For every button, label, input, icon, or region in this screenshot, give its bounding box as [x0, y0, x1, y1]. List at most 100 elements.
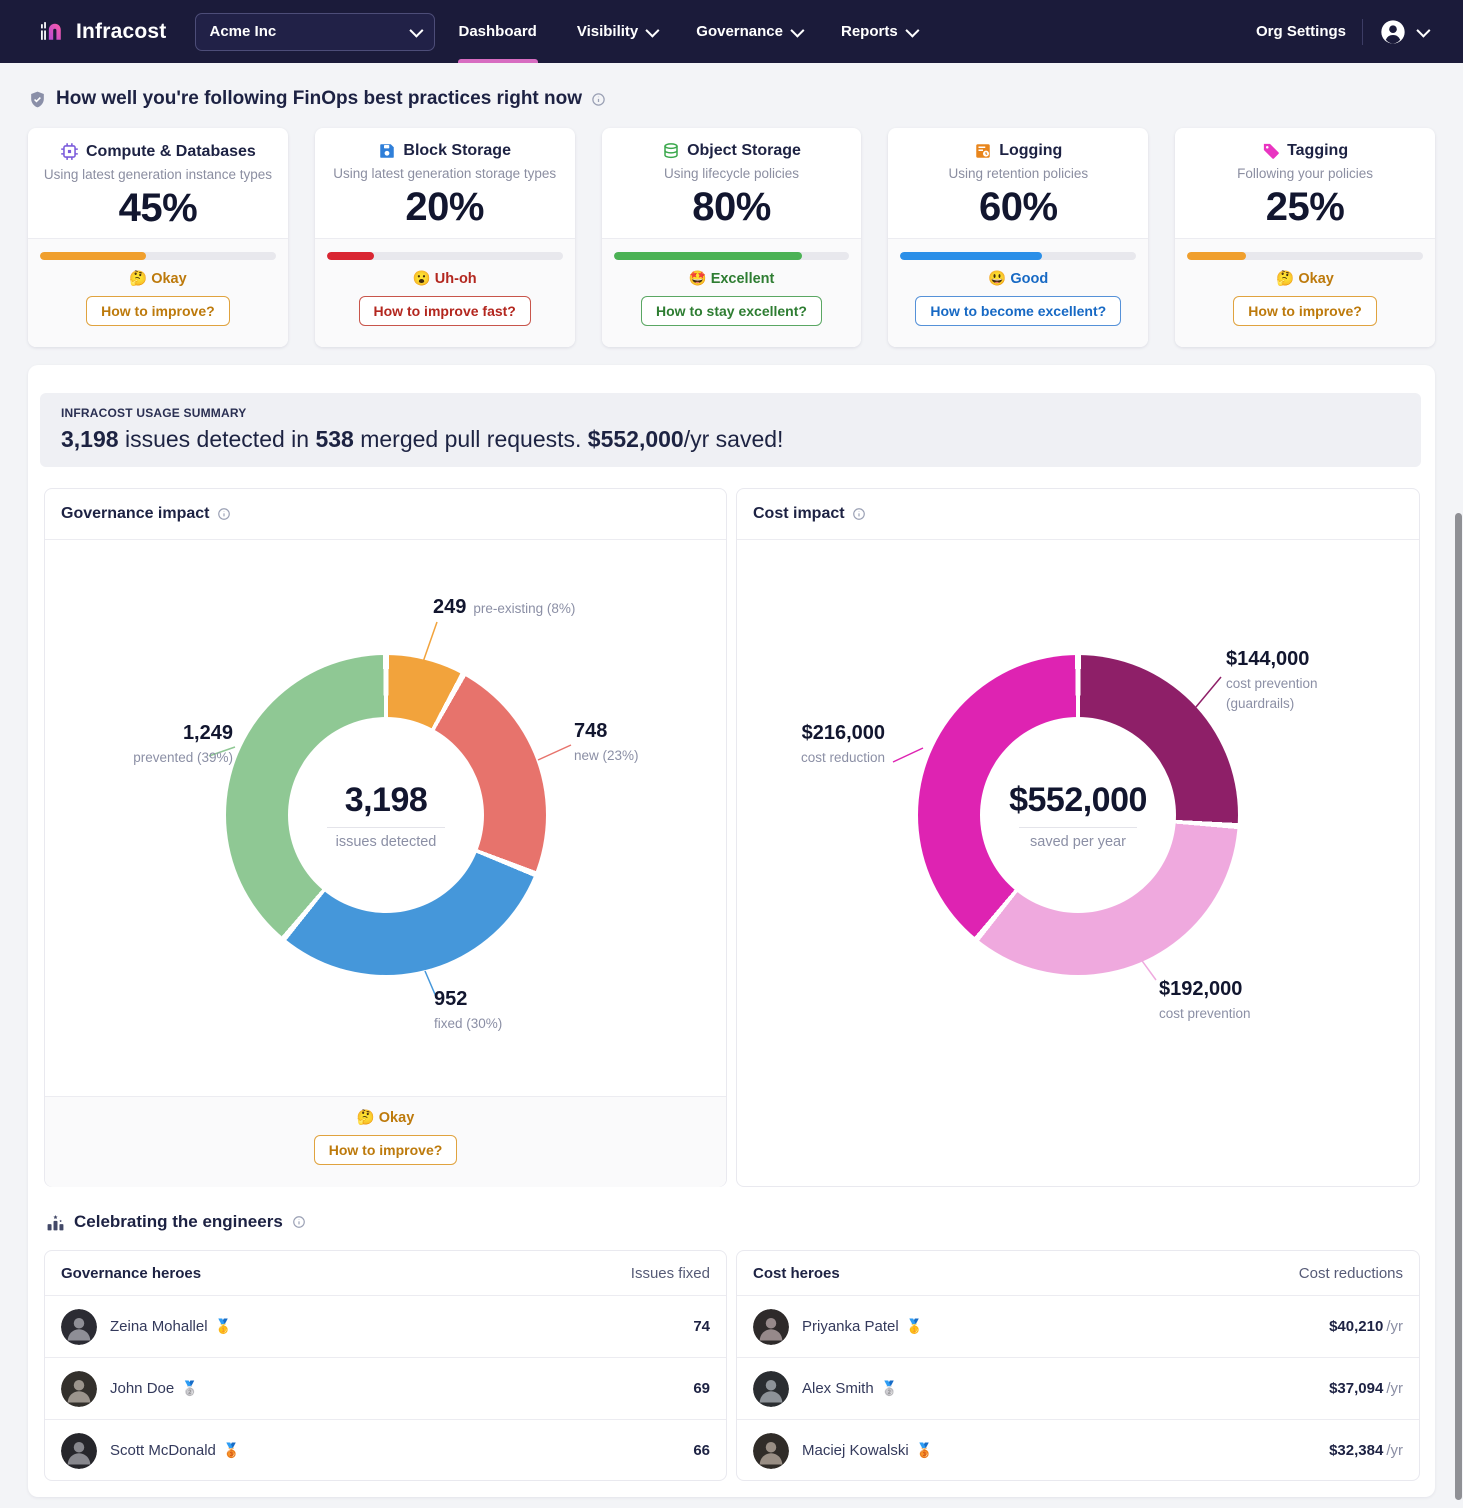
governance-status-footer: 🤔 Okay How to improve? [45, 1096, 726, 1187]
segment-value: 952 [434, 988, 468, 1010]
tab-reports-label: Reports [841, 23, 898, 40]
issues-fixed-value: 66 [693, 1442, 710, 1459]
status-label: Excellent [710, 271, 775, 287]
segment-desc: new (23%) [574, 748, 639, 763]
how-to-improve-button[interactable]: How to improve? [313, 1135, 458, 1165]
status-badge: 🤔 Okay [1187, 270, 1423, 287]
org-settings-link[interactable]: Org Settings [1255, 23, 1346, 40]
panel-title: Governance impact [61, 505, 210, 522]
infracost-logo[interactable]: Infracost [40, 18, 167, 45]
segment-desc: prevented (39%) [133, 750, 233, 765]
card-subtitle: Using latest generation storage types [333, 166, 557, 181]
status-badge: 😃 Good [900, 270, 1136, 287]
leaderboard-value-header: Cost reductions [1298, 1264, 1403, 1282]
leaderboard-row: Alex Smith 🥈 $37,094/yr [737, 1357, 1419, 1419]
label-new: 748 new (23%) [574, 720, 639, 763]
donut-ring[interactable] [918, 655, 1238, 975]
per-year-suffix: /yr [1386, 1442, 1403, 1459]
progress-bar [1187, 252, 1423, 260]
avatar [61, 1432, 97, 1469]
status-label: Okay [378, 1110, 415, 1126]
silver-medal-icon: 🥈 [181, 1380, 199, 1396]
tab-governance[interactable]: Governance [696, 0, 805, 63]
tab-governance-label: Governance [696, 23, 783, 40]
how-to-improve-button[interactable]: How to improve? [86, 296, 230, 326]
silver-medal-icon: 🥈 [880, 1380, 899, 1396]
card-subtitle: Following your policies [1237, 166, 1373, 181]
progress-fill [326, 252, 374, 260]
per-year-suffix: /yr [1386, 1380, 1403, 1397]
segment-value: 1,249 [182, 722, 233, 744]
governance-impact-panel: Governance impact 3,198 issues detected [44, 488, 727, 1187]
heroes-section-header: Celebrating the engineers [46, 1212, 306, 1232]
donut-hole [980, 717, 1176, 913]
how-to-improve-fast-button[interactable]: How to improve fast? [358, 296, 531, 326]
panel-title: Cost impact [753, 505, 845, 522]
engineer-name: Priyanka Patel [802, 1318, 899, 1335]
tag-icon [1262, 142, 1280, 160]
summary-text: merged pull requests. [353, 426, 588, 452]
progress-bar [326, 252, 563, 260]
engineer-name: Zeina Mohallel [110, 1318, 208, 1335]
label-cost-prevention: $192,000 cost prevention [1159, 978, 1251, 1021]
card-logging: Logging Using retention policies 60% 😃 Go… [888, 128, 1149, 347]
nav-right: Org Settings [1255, 18, 1431, 46]
donut-hole [288, 717, 484, 913]
leaderboard-value-header: Issues fixed [630, 1264, 710, 1282]
become-excellent-button[interactable]: How to become excellent? [915, 296, 1122, 326]
card-tagging: Tagging Following your policies 25% 🤔 Oka… [1175, 128, 1435, 347]
leaderboard-title: Governance heroes [61, 1264, 202, 1282]
cost-donut-chart: $552,000 saved per year $144,000 cost pr… [737, 540, 1419, 1187]
card-percent: 45% [118, 186, 198, 230]
center-label: issues detected [335, 833, 437, 850]
status-label: Uh-oh [434, 271, 477, 287]
card-block-storage: Block Storage Using latest generation st… [314, 128, 575, 347]
scrollbar[interactable] [1455, 513, 1462, 1500]
tab-dashboard[interactable]: Dashboard [457, 0, 538, 63]
avatar [61, 1308, 97, 1345]
cost-reduction-value: $40,210/yr [1329, 1318, 1403, 1335]
active-tab-indicator [457, 59, 538, 63]
segment-desc: cost prevention [1159, 1006, 1251, 1021]
label-pre-existing: 249 pre-existing (8%) [433, 596, 575, 619]
leaderboard-row: John Doe 🥈 69 [45, 1357, 726, 1419]
status-badge: 🤔 Okay [45, 1109, 726, 1126]
info-icon[interactable] [292, 1215, 306, 1229]
how-to-improve-button[interactable]: How to improve? [1233, 296, 1377, 326]
status-label: Okay [151, 271, 187, 287]
chevron-down-icon [905, 23, 920, 38]
chevron-down-icon [645, 23, 660, 38]
card-title: Compute & Databases [85, 142, 256, 160]
card-percent: 20% [405, 185, 484, 229]
tab-visibility-label: Visibility [576, 23, 639, 40]
gold-medal-icon: 🥇 [905, 1318, 924, 1334]
info-icon[interactable] [591, 92, 606, 107]
cost-impact-panel: Cost impact $552,000 saved per year [736, 488, 1420, 1187]
page-title: How well you're following FinOps best pr… [56, 88, 583, 109]
cpu-icon [60, 142, 79, 161]
segment-value: $144,000 [1226, 648, 1310, 670]
info-icon[interactable] [217, 507, 231, 521]
avatar [753, 1308, 789, 1345]
tab-reports[interactable]: Reports [841, 0, 920, 63]
issues-count: 3,198 [61, 426, 119, 452]
stay-excellent-button[interactable]: How to stay excellent? [641, 296, 822, 326]
bronze-medal-icon: 🥉 [915, 1442, 934, 1458]
chevron-down-icon [1416, 23, 1431, 38]
info-icon[interactable] [852, 507, 866, 521]
card-percent: 25% [1265, 185, 1345, 229]
center-divider [327, 826, 445, 828]
tab-visibility[interactable]: Visibility [576, 0, 660, 63]
status-emoji: 🤩 [688, 271, 707, 287]
gold-medal-icon: 🥇 [214, 1318, 232, 1334]
user-menu[interactable] [1379, 18, 1431, 46]
issues-fixed-value: 69 [693, 1380, 710, 1397]
user-avatar-icon [1379, 18, 1407, 46]
card-compute-databases: Compute & Databases Using latest generat… [28, 128, 288, 347]
donut-ring[interactable] [226, 655, 546, 975]
card-percent: 60% [979, 185, 1058, 229]
infracost-logo-icon [40, 18, 67, 45]
segment-value: $216,000 [801, 722, 885, 744]
org-selector[interactable]: Acme Inc [194, 12, 435, 51]
chevron-down-icon [790, 23, 805, 38]
